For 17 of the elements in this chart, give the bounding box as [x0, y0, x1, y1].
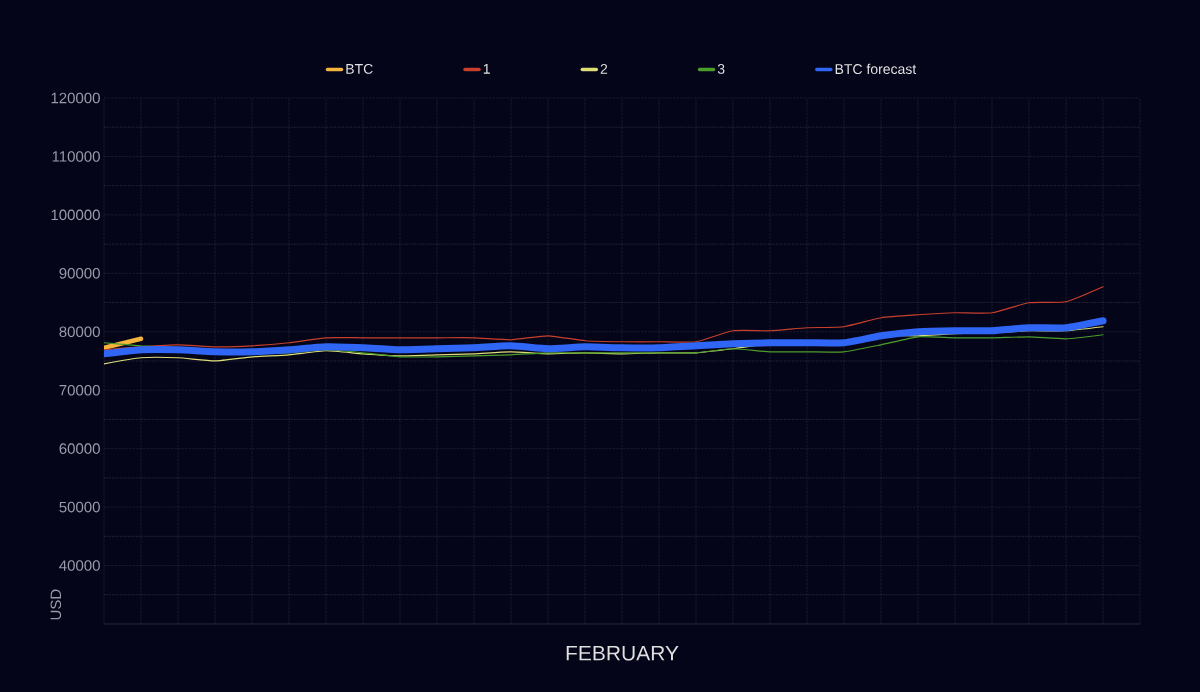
y-tick-label: 110000 — [52, 151, 100, 162]
y-tick-label: 50000 — [59, 501, 100, 513]
y-tick-label: 70000 — [59, 384, 100, 396]
y-tick-label: 80000 — [59, 326, 100, 338]
y-axis-title: USD — [50, 589, 62, 620]
line-series — [104, 286, 1104, 351]
legend-label: 1 — [483, 64, 490, 74]
x-axis-title: FEBRUARY — [566, 645, 679, 661]
legend-label: BTC — [346, 63, 373, 74]
legend-label: BTC forecast — [835, 63, 917, 75]
y-tick-label: 120000 — [51, 92, 100, 104]
legend-label: 2 — [600, 63, 608, 74]
legend-label: 3 — [717, 63, 725, 74]
y-tick-label: 40000 — [59, 560, 100, 571]
y-tick-label: 90000 — [59, 268, 100, 279]
y-tick-label: 100000 — [51, 209, 100, 221]
y-tick-label: 60000 — [59, 443, 100, 454]
